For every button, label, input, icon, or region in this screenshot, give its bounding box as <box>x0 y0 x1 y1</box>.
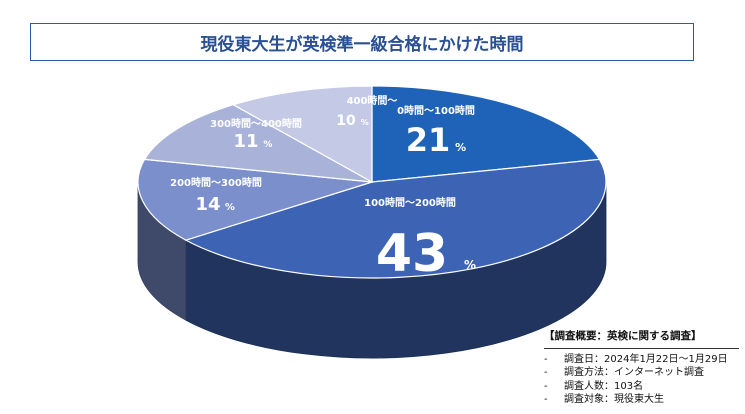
slice-percent-2: % <box>225 202 235 213</box>
summary-item-target: 調査対象：現役東大生 <box>564 394 664 405</box>
chart-title: 現役東大生が英検準一級合格にかけた時間 <box>30 23 694 61</box>
pie-slice-3 <box>143 104 373 183</box>
slice-percent-4: % <box>361 118 369 127</box>
survey-summary: 【調査概要：英検に関する調査】 - 調査日：2024年1月22日〜1月29日 -調… <box>544 330 739 407</box>
pie-slices <box>137 85 607 279</box>
summary-divider <box>544 347 739 349</box>
slice-value-0: 21 <box>406 121 451 159</box>
slice-label-4: 400時間〜 <box>347 94 398 107</box>
pie-slice-0 <box>371 85 601 183</box>
summary-item: - 調査人数：103名 <box>544 380 644 392</box>
slice-value-3: 11 <box>233 131 258 152</box>
slice-label-3: 300時間〜400時間 <box>210 117 302 130</box>
slice-label-2: 200時間〜300時間 <box>170 176 262 189</box>
slice-percent-1: % <box>464 258 476 272</box>
pie-slice-4 <box>231 85 373 184</box>
slice-value-1: 43 <box>376 224 448 284</box>
pie-labels: 0時間〜100時間 21 % 100時間〜200時間 43 % 200時間〜300時間 14%… <box>170 94 476 284</box>
pie-slice-2 <box>137 158 373 241</box>
slice-percent-0: % <box>455 141 466 154</box>
slice-value-2: 14 <box>195 194 220 215</box>
summary-item: - 調査方法：インターネット調査 <box>544 367 704 378</box>
slice-value-4: 10 <box>336 113 356 129</box>
summary-item: - 調査日：2024年1月22日〜1月29日 <box>544 353 728 365</box>
summary-item: - 調査対象：現役東大生 <box>544 394 664 405</box>
summary-item-method: 調査方法：インターネット調査 <box>564 367 704 378</box>
slice-label-1: 100時間〜200時間 <box>364 196 456 209</box>
slice-label-0: 0時間〜100時間 <box>397 104 475 117</box>
summary-item-date: 調査日：2024年1月22日〜1月29日 <box>564 353 728 365</box>
summary-heading: 【調査概要：英検に関する調査】 <box>544 330 702 342</box>
slice-percent-3: % <box>263 140 272 150</box>
summary-item-count: 調査人数：103名 <box>564 380 644 392</box>
pie-slice-1 <box>184 158 607 279</box>
